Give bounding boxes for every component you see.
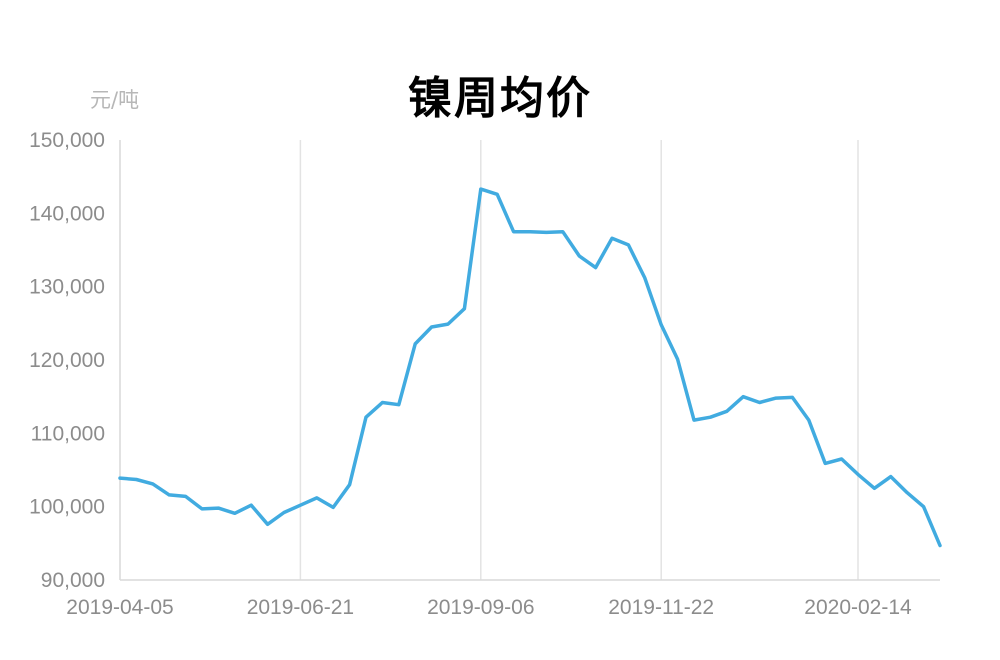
axes [119, 140, 940, 581]
x-tick-label: 2019-06-21 [247, 596, 354, 619]
x-tick-label: 2019-09-06 [427, 596, 534, 619]
series-group [118, 187, 942, 548]
y-tick-label: 110,000 [31, 422, 105, 445]
x-tick-label: 2019-04-05 [66, 596, 173, 619]
x-tick-label: 2019-11-22 [608, 596, 714, 619]
y-tick-label: 120,000 [29, 349, 105, 372]
x-axis-ticks: 2019-04-05 2019-06-21 2019-09-06 2019-11-22… [66, 596, 912, 619]
y-tick-label: 90,000 [41, 569, 105, 592]
x-tick-label: 2020-02-14 [804, 596, 912, 619]
y-tick-label: 100,000 [29, 496, 105, 519]
y-axis-unit-label: 元/吨 [90, 88, 140, 112]
y-axis-ticks: 90,000 100,000 110,000 120,000 130,000 140,00… [29, 129, 105, 592]
series-line [118, 187, 942, 548]
y-tick-label: 140,000 [29, 202, 105, 225]
y-tick-label: 150,000 [29, 129, 105, 152]
chart-title: 镍周均价 [408, 73, 592, 124]
gridlines [299, 140, 859, 580]
y-tick-label: 130,000 [29, 276, 105, 299]
